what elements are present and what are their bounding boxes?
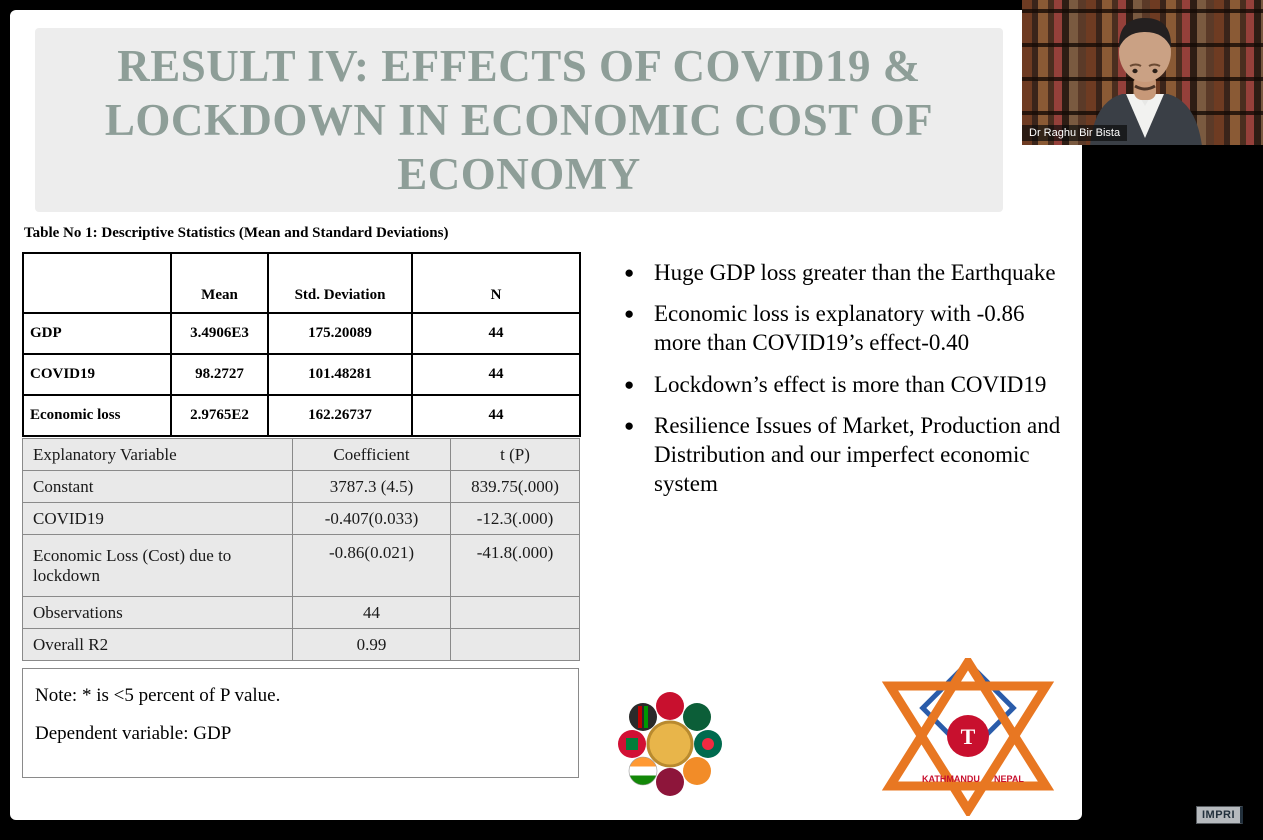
row-label: Economic loss	[22, 394, 172, 437]
list-item: ● Economic loss is explanatory with -0.86…	[618, 299, 1076, 357]
cell: 162.26737	[267, 394, 413, 437]
bullet-text: Resilience Issues of Market, Production …	[654, 412, 1061, 497]
list-item: ● Huge GDP loss greater than the Earthqua…	[618, 258, 1076, 287]
cell: 0.99	[292, 628, 451, 661]
table-notes: Note: * is <5 percent of P value. Depend…	[22, 668, 579, 778]
shared-slide: RESULT IV: EFFECTS OF COVID19 & LOCKDOWN…	[10, 10, 1082, 820]
university-logo: T KATHMANDU NEPAL	[878, 653, 1058, 819]
cell: 98.2727	[170, 353, 269, 396]
header-cell	[22, 252, 172, 314]
table-header-row: Mean Std. Deviation N	[22, 252, 581, 314]
cell: Overall R2	[22, 628, 293, 661]
cell: 44	[411, 312, 581, 355]
saarc-logo-icon	[618, 692, 722, 796]
saarc-logo	[590, 686, 750, 802]
cell: -41.8(.000)	[450, 534, 580, 597]
table-row: Observations 44	[22, 596, 580, 629]
regression-table: Explanatory Variable Coefficient t (P) C…	[22, 438, 580, 661]
logo-city-text: KATHMANDU	[922, 774, 980, 784]
table-row: COVID19 -0.407(0.033) -12.3(.000)	[22, 502, 580, 535]
table-row: Overall R2 0.99	[22, 628, 580, 661]
speaker-avatar	[1090, 18, 1202, 145]
impri-watermark: IMPRI	[1196, 806, 1244, 824]
table-row: Economic Loss (Cost) due to lockdown -0.…	[22, 534, 580, 597]
logo-monogram: T	[961, 724, 976, 749]
list-item: ● Lockdown’s effect is more than COVID19	[618, 370, 1076, 399]
bullet-icon: ●	[624, 374, 635, 394]
header-cell: N	[411, 252, 581, 314]
note-line: Dependent variable: GDP	[35, 723, 232, 744]
cell: 3787.3 (4.5)	[292, 470, 451, 503]
header-cell: t (P)	[450, 438, 580, 471]
webcam-video-tile[interactable]: Dr Raghu Bir Bista	[1022, 0, 1263, 145]
descriptive-stats-table: Mean Std. Deviation N GDP 3.4906E3 175.2…	[22, 252, 581, 437]
header-cell: Coefficient	[292, 438, 451, 471]
cell	[450, 628, 580, 661]
cell: -0.86(0.021)	[292, 534, 451, 597]
university-star-icon: T KATHMANDU NEPAL	[881, 653, 1055, 819]
bullet-text: Economic loss is explanatory with -0.86 …	[654, 301, 1025, 356]
slide-title: RESULT IV: EFFECTS OF COVID19 & LOCKDOWN…	[104, 41, 934, 199]
header-cell: Explanatory Variable	[22, 438, 293, 471]
cell: 44	[411, 353, 581, 396]
cell: 101.48281	[267, 353, 413, 396]
cell: 3.4906E3	[170, 312, 269, 355]
table-row: GDP 3.4906E3 175.20089 44	[22, 312, 581, 355]
cell: Economic Loss (Cost) due to lockdown	[22, 534, 293, 597]
cell: -12.3(.000)	[450, 502, 580, 535]
table-row: Economic loss 2.9765E2 162.26737 44	[22, 394, 581, 437]
cell: -0.407(0.033)	[292, 502, 451, 535]
cell: 839.75(.000)	[450, 470, 580, 503]
cell	[450, 596, 580, 629]
slide-title-box: RESULT IV: EFFECTS OF COVID19 & LOCKDOWN…	[35, 28, 1003, 212]
cell: 2.9765E2	[170, 394, 269, 437]
row-label: GDP	[22, 312, 172, 355]
bullet-list: ● Huge GDP loss greater than the Earthqua…	[618, 258, 1076, 510]
cell: 44	[411, 394, 581, 437]
cell: 44	[292, 596, 451, 629]
header-cell: Mean	[170, 252, 269, 314]
cell: 175.20089	[267, 312, 413, 355]
row-label: COVID19	[22, 353, 172, 396]
speaker-name-badge: Dr Raghu Bir Bista	[1022, 125, 1128, 141]
table-row: COVID19 98.2727 101.48281 44	[22, 353, 581, 396]
bullet-text: Huge GDP loss greater than the Earthquak…	[654, 260, 1056, 285]
bullet-icon: ●	[624, 415, 635, 435]
cell: Observations	[22, 596, 293, 629]
table-row: Constant 3787.3 (4.5) 839.75(.000)	[22, 470, 580, 503]
list-item: ● Resilience Issues of Market, Production…	[618, 411, 1076, 499]
bullet-icon: ●	[624, 263, 635, 282]
cell: COVID19	[22, 502, 293, 535]
bullet-icon: ●	[624, 304, 635, 324]
table1-caption: Table No 1: Descriptive Statistics (Mean…	[22, 218, 579, 248]
cell: Constant	[22, 470, 293, 503]
table-header-row: Explanatory Variable Coefficient t (P)	[22, 438, 580, 471]
note-line: Note: * is <5 percent of P value.	[35, 685, 281, 706]
header-cell: Std. Deviation	[267, 252, 413, 314]
bullet-text: Lockdown’s effect is more than COVID19	[654, 371, 1047, 397]
logo-country-text: NEPAL	[994, 774, 1024, 784]
